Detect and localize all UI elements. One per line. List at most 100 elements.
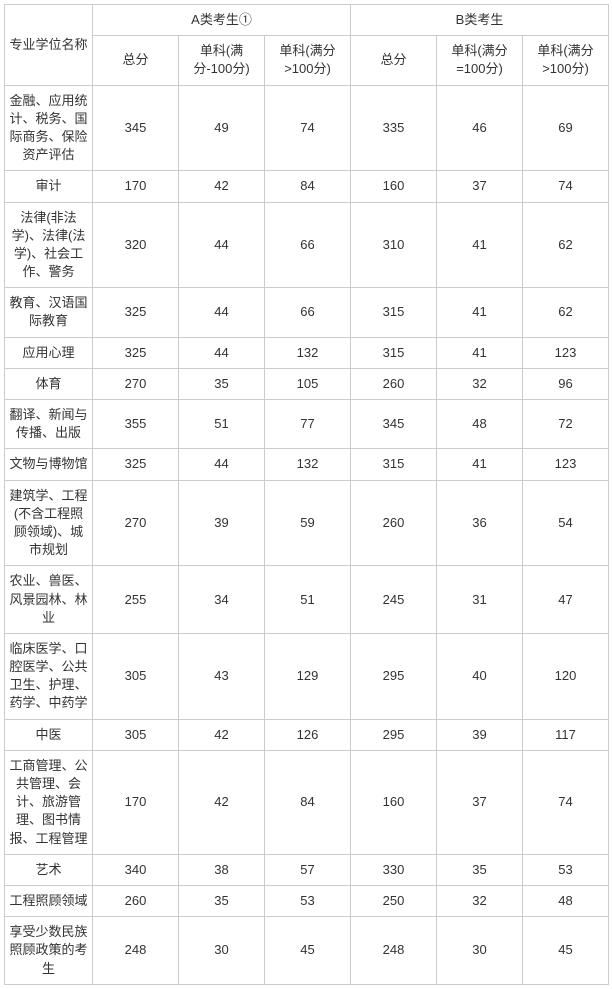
cell-a-s1: 34 [179, 566, 265, 634]
table-row: 金融、应用统计、税务、国际商务、保险资产评估34549743354669 [5, 85, 609, 171]
table-row: 临床医学、口腔医学、公共卫生、护理、药学、中药学3054312929540120 [5, 633, 609, 719]
cell-name: 中医 [5, 719, 93, 750]
header-a-sub2: 单科(满分>100分) [265, 36, 351, 85]
cell-name: 临床医学、口腔医学、公共卫生、护理、药学、中药学 [5, 633, 93, 719]
cell-b-s1: 48 [437, 400, 523, 449]
cell-a-total: 260 [93, 885, 179, 916]
cell-b-total: 260 [351, 480, 437, 566]
table-row: 法律(非法学)、法律(法学)、社会工作、警务32044663104162 [5, 202, 609, 288]
cell-a-s2: 105 [265, 368, 351, 399]
cell-name: 艺术 [5, 854, 93, 885]
cell-a-total: 270 [93, 480, 179, 566]
cell-name: 享受少数民族照顾政策的考生 [5, 917, 93, 985]
cell-b-total: 248 [351, 917, 437, 985]
cell-a-s1: 39 [179, 480, 265, 566]
cell-b-s2: 96 [523, 368, 609, 399]
score-table: 专业学位名称 A类考生① B类考生 总分 单科(满分-100分) 单科(满分>1… [4, 4, 609, 985]
table-row: 建筑学、工程(不含工程照顾领域)、城市规划27039592603654 [5, 480, 609, 566]
cell-a-s2: 45 [265, 917, 351, 985]
cell-a-s1: 35 [179, 885, 265, 916]
cell-a-total: 248 [93, 917, 179, 985]
cell-b-total: 310 [351, 202, 437, 288]
cell-a-s1: 38 [179, 854, 265, 885]
cell-a-s2: 132 [265, 337, 351, 368]
cell-a-total: 305 [93, 633, 179, 719]
cell-name: 工商管理、公共管理、会计、旅游管理、图书情报、工程管理 [5, 750, 93, 854]
cell-a-s2: 66 [265, 288, 351, 337]
cell-b-s1: 37 [437, 750, 523, 854]
cell-name: 审计 [5, 171, 93, 202]
cell-a-s2: 129 [265, 633, 351, 719]
cell-a-total: 170 [93, 750, 179, 854]
cell-b-total: 250 [351, 885, 437, 916]
cell-a-s2: 74 [265, 85, 351, 171]
cell-b-s2: 120 [523, 633, 609, 719]
cell-a-total: 325 [93, 288, 179, 337]
cell-a-s1: 44 [179, 202, 265, 288]
cell-a-s2: 84 [265, 171, 351, 202]
cell-b-s1: 41 [437, 337, 523, 368]
cell-b-total: 315 [351, 449, 437, 480]
cell-name: 翻译、新闻与传播、出版 [5, 400, 93, 449]
cell-a-s2: 77 [265, 400, 351, 449]
cell-b-s1: 36 [437, 480, 523, 566]
cell-b-s2: 74 [523, 750, 609, 854]
cell-b-total: 345 [351, 400, 437, 449]
cell-b-s2: 123 [523, 449, 609, 480]
table-row: 应用心理3254413231541123 [5, 337, 609, 368]
cell-a-s1: 44 [179, 449, 265, 480]
cell-a-total: 255 [93, 566, 179, 634]
cell-b-s1: 41 [437, 288, 523, 337]
cell-a-s1: 42 [179, 750, 265, 854]
cell-b-s2: 74 [523, 171, 609, 202]
table-row: 艺术34038573303553 [5, 854, 609, 885]
cell-a-s2: 132 [265, 449, 351, 480]
cell-b-s1: 30 [437, 917, 523, 985]
table-row: 体育270351052603296 [5, 368, 609, 399]
cell-b-s2: 48 [523, 885, 609, 916]
cell-name: 体育 [5, 368, 93, 399]
table-body: 金融、应用统计、税务、国际商务、保险资产评估34549743354669审计 17… [5, 85, 609, 984]
cell-b-s1: 41 [437, 202, 523, 288]
cell-a-total: 355 [93, 400, 179, 449]
cell-b-s2: 62 [523, 288, 609, 337]
cell-a-s2: 51 [265, 566, 351, 634]
table-row: 工商管理、公共管理、会计、旅游管理、图书情报、工程管理1704284160377… [5, 750, 609, 854]
table-row: 翻译、新闻与传播、出版35551773454872 [5, 400, 609, 449]
header-row-groups: 专业学位名称 A类考生① B类考生 [5, 5, 609, 36]
cell-a-s1: 43 [179, 633, 265, 719]
cell-a-s1: 44 [179, 288, 265, 337]
cell-a-total: 340 [93, 854, 179, 885]
cell-name: 农业、兽医、风景园林、林业 [5, 566, 93, 634]
cell-name: 法律(非法学)、法律(法学)、社会工作、警务 [5, 202, 93, 288]
cell-a-s2: 53 [265, 885, 351, 916]
cell-name: 工程照顾领域 [5, 885, 93, 916]
cell-b-s2: 117 [523, 719, 609, 750]
cell-b-s2: 123 [523, 337, 609, 368]
table-row: 中医3054212629539117 [5, 719, 609, 750]
table-row: 农业、兽医、风景园林、林业25534512453147 [5, 566, 609, 634]
cell-a-total: 345 [93, 85, 179, 171]
header-group-a: A类考生① [93, 5, 351, 36]
cell-b-s2: 53 [523, 854, 609, 885]
cell-a-s1: 49 [179, 85, 265, 171]
header-a-total: 总分 [93, 36, 179, 85]
header-b-sub1: 单科(满分=100分) [437, 36, 523, 85]
cell-b-s2: 45 [523, 917, 609, 985]
cell-a-total: 320 [93, 202, 179, 288]
cell-a-s1: 42 [179, 719, 265, 750]
cell-b-total: 335 [351, 85, 437, 171]
cell-b-s1: 39 [437, 719, 523, 750]
cell-name: 金融、应用统计、税务、国际商务、保险资产评估 [5, 85, 93, 171]
cell-a-s2: 57 [265, 854, 351, 885]
cell-a-total: 325 [93, 337, 179, 368]
cell-b-s2: 62 [523, 202, 609, 288]
cell-b-s2: 54 [523, 480, 609, 566]
cell-a-s1: 44 [179, 337, 265, 368]
cell-a-total: 305 [93, 719, 179, 750]
cell-b-s1: 37 [437, 171, 523, 202]
header-row-cols: 总分 单科(满分-100分) 单科(满分>100分) 总分 单科(满分=100分… [5, 36, 609, 85]
cell-name: 应用心理 [5, 337, 93, 368]
cell-a-s2: 84 [265, 750, 351, 854]
cell-b-total: 160 [351, 750, 437, 854]
